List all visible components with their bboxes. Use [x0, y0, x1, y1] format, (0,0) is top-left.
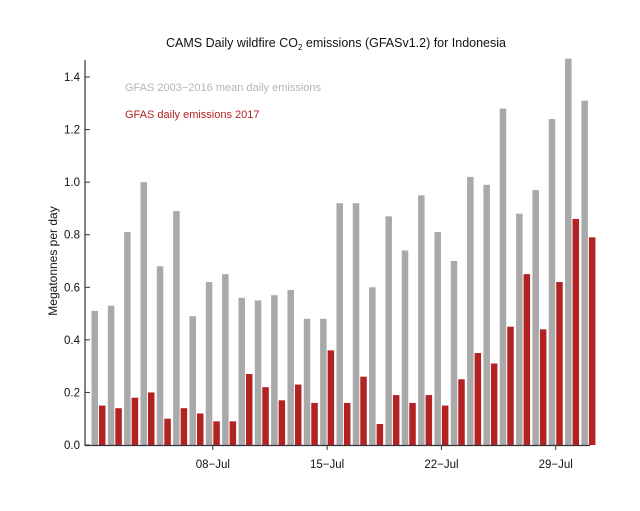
- bar-2017-day-28: [539, 329, 547, 445]
- bar-mean-day-26: [499, 108, 507, 446]
- bar-mean-day-1: [91, 310, 98, 445]
- bar-mean-day-31: [581, 100, 588, 446]
- bar-2017-day-11: [262, 387, 269, 445]
- bar-2017-day-7: [196, 413, 204, 445]
- bar-mean-day-27: [516, 213, 523, 445]
- legend-entry-mean: GFAS 2003−2016 mean daily emissions: [125, 82, 321, 94]
- bar-2017-day-14: [311, 402, 318, 445]
- bar-mean-day-19: [385, 216, 392, 445]
- y-tick-label: 1.0: [64, 177, 80, 189]
- bar-mean-day-25: [483, 184, 490, 445]
- bar-2017-day-24: [474, 353, 482, 445]
- bar-mean-day-21: [418, 195, 425, 445]
- bar-mean-day-23: [450, 261, 458, 445]
- x-tick-label: 29−Jul: [539, 459, 573, 471]
- y-axis-label: Megatonnes per day: [46, 206, 60, 315]
- bar-mean-day-14: [303, 318, 311, 445]
- bar-2017-day-20: [409, 402, 416, 445]
- legend-entry-2017: GFAS daily emissions 2017: [125, 109, 260, 121]
- bar-mean-day-15: [320, 318, 327, 445]
- bar-mean-day-10: [238, 297, 245, 445]
- bar-mean-day-6: [173, 211, 180, 445]
- bar-2017-day-5: [164, 418, 171, 445]
- bar-2017-day-17: [360, 376, 367, 445]
- chart-title: CAMS Daily wildfire CO2 emissions (GFASv…: [166, 36, 506, 52]
- bar-mean-day-9: [222, 274, 229, 445]
- bar-mean-day-12: [271, 295, 278, 445]
- bar-mean-day-17: [352, 203, 360, 445]
- bar-2017-day-6: [180, 408, 188, 445]
- y-tick-label: 1.2: [64, 125, 80, 137]
- bar-2017-day-25: [490, 363, 498, 445]
- bar-2017-day-18: [376, 423, 384, 445]
- bar-2017-day-26: [507, 326, 514, 445]
- bar-mean-day-18: [369, 287, 376, 445]
- bar-mean-day-11: [254, 300, 262, 445]
- bar-2017-day-22: [441, 405, 449, 445]
- bar-2017-day-16: [343, 402, 351, 445]
- y-tick-label: 1.4: [64, 72, 81, 84]
- bar-mean-day-24: [467, 176, 474, 445]
- bar-2017-day-27: [523, 274, 531, 445]
- bar-mean-day-22: [434, 232, 441, 445]
- x-tick-label: 22−Jul: [424, 459, 458, 471]
- bar-2017-day-1: [99, 405, 106, 445]
- x-tick-label: 08−Jul: [196, 459, 230, 471]
- bar-2017-day-30: [572, 218, 580, 445]
- bar-mean-day-7: [189, 316, 196, 445]
- bar-2017-day-2: [115, 408, 122, 445]
- bar-2017-day-8: [213, 421, 220, 445]
- bar-mean-day-20: [401, 250, 409, 445]
- bar-mean-day-4: [140, 182, 147, 445]
- bar-mean-day-28: [532, 190, 539, 445]
- bar-mean-day-13: [287, 289, 294, 445]
- bar-2017-day-3: [131, 397, 139, 445]
- bar-2017-day-31: [588, 237, 596, 445]
- bar-mean-day-2: [107, 305, 115, 445]
- bar-2017-day-13: [294, 384, 302, 445]
- bar-mean-day-3: [124, 232, 131, 445]
- y-tick-label: 0.2: [64, 387, 80, 399]
- y-tick-label: 0.4: [64, 335, 81, 347]
- bar-2017-day-10: [245, 374, 253, 445]
- bar-2017-day-29: [556, 282, 563, 445]
- bar-mean-day-16: [336, 203, 343, 445]
- bar-mean-day-30: [565, 58, 572, 445]
- bar-2017-day-21: [425, 395, 433, 445]
- y-tick-label: 0.8: [64, 230, 80, 242]
- bar-mean-day-8: [205, 282, 213, 445]
- bar-2017-day-9: [229, 421, 237, 445]
- bar-2017-day-4: [147, 392, 155, 445]
- bar-2017-day-12: [278, 400, 286, 445]
- x-tick-label: 15−Jul: [310, 459, 344, 471]
- bar-mean-day-29: [548, 119, 556, 446]
- y-tick-label: 0.6: [64, 282, 80, 294]
- y-tick-label: 0.0: [64, 440, 80, 452]
- bar-2017-day-23: [458, 379, 465, 445]
- bar-2017-day-19: [392, 395, 400, 445]
- bar-2017-day-15: [327, 350, 335, 445]
- bar-mean-day-5: [156, 266, 164, 445]
